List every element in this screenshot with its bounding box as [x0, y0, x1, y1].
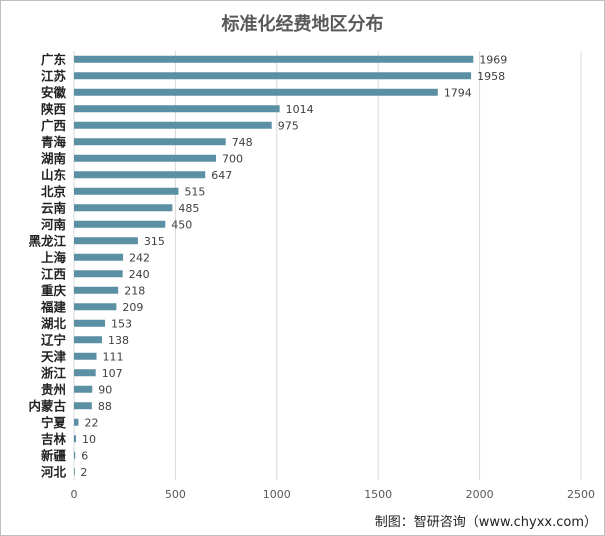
data-label: 1794 — [444, 86, 472, 99]
data-label: 242 — [129, 251, 150, 264]
category-label: 河南 — [41, 217, 67, 232]
data-label: 748 — [232, 136, 253, 149]
category-label: 内蒙古 — [28, 398, 66, 413]
data-label: 88 — [98, 400, 112, 413]
bar — [74, 138, 226, 146]
category-label: 宁夏 — [41, 415, 67, 430]
category-label: 江苏 — [41, 68, 67, 83]
category-label: 福建 — [40, 299, 67, 314]
bar — [74, 154, 216, 162]
category-label: 上海 — [41, 250, 67, 265]
category-label: 湖南 — [41, 151, 67, 166]
x-tick-label: 1000 — [263, 488, 291, 501]
category-label: 天津 — [41, 349, 67, 364]
category-label: 浙江 — [41, 365, 67, 380]
data-label: 450 — [171, 218, 192, 231]
bar — [74, 121, 272, 129]
bar — [74, 270, 123, 278]
bar — [74, 435, 77, 443]
data-label: 90 — [98, 383, 112, 396]
data-label: 700 — [222, 152, 243, 165]
bar — [74, 286, 119, 294]
data-label: 315 — [144, 235, 165, 248]
category-label: 青海 — [41, 134, 67, 149]
bar — [74, 319, 106, 327]
data-label: 240 — [129, 268, 150, 281]
category-label: 黑龙江 — [28, 233, 66, 248]
bar — [74, 303, 117, 311]
category-label: 广东 — [41, 52, 67, 67]
bar — [74, 171, 206, 179]
category-label: 贵州 — [41, 382, 66, 397]
category-label: 陕西 — [41, 101, 66, 116]
data-label: 6 — [81, 449, 88, 462]
data-label: 10 — [82, 433, 96, 446]
bar — [74, 204, 173, 212]
category-label: 辽宁 — [41, 332, 66, 347]
x-tick-label: 1500 — [364, 488, 392, 501]
data-label: 1958 — [477, 70, 505, 83]
data-label: 485 — [178, 202, 199, 215]
bar — [74, 402, 92, 410]
bar — [74, 468, 75, 476]
bar — [74, 88, 438, 96]
bar — [74, 418, 79, 426]
category-label: 新疆 — [41, 448, 67, 463]
data-label: 1014 — [286, 103, 314, 116]
category-label: 北京 — [41, 184, 67, 199]
category-label: 吉林 — [41, 431, 67, 446]
x-tick-label: 2000 — [466, 488, 494, 501]
x-tick-label: 0 — [71, 488, 78, 501]
source-note: 制图：智研咨询（www.chyxx.com） — [374, 515, 597, 530]
data-label: 2 — [80, 466, 87, 479]
category-label: 云南 — [41, 200, 67, 215]
bar — [74, 72, 472, 80]
data-label: 138 — [108, 334, 129, 347]
bar — [74, 369, 96, 377]
category-label: 山东 — [41, 167, 67, 182]
bar — [74, 237, 138, 245]
data-label: 209 — [122, 301, 143, 314]
chart-title: 标准化经费地区分布 — [221, 14, 384, 35]
data-label: 111 — [103, 350, 124, 363]
bar — [74, 451, 76, 459]
data-label: 107 — [102, 367, 123, 380]
bar — [74, 336, 102, 344]
x-tick-label: 500 — [165, 488, 186, 501]
x-tick-label: 2500 — [567, 488, 595, 501]
category-label: 河北 — [41, 464, 67, 479]
bar — [74, 385, 93, 393]
data-label: 1969 — [479, 53, 507, 66]
bar — [74, 352, 97, 360]
data-label: 647 — [211, 169, 232, 182]
category-label: 广西 — [41, 118, 66, 133]
data-label: 975 — [278, 119, 299, 132]
category-label: 江西 — [41, 266, 66, 281]
data-label: 515 — [184, 185, 205, 198]
bar — [74, 220, 166, 228]
data-label: 218 — [124, 284, 145, 297]
bar — [74, 105, 280, 113]
category-label: 重庆 — [41, 283, 67, 298]
category-label: 湖北 — [41, 316, 67, 331]
category-label: 安徽 — [41, 85, 67, 100]
data-label: 22 — [84, 416, 98, 429]
bar — [74, 55, 474, 63]
bar — [74, 253, 124, 261]
bar — [74, 187, 179, 195]
data-label: 153 — [111, 317, 132, 330]
